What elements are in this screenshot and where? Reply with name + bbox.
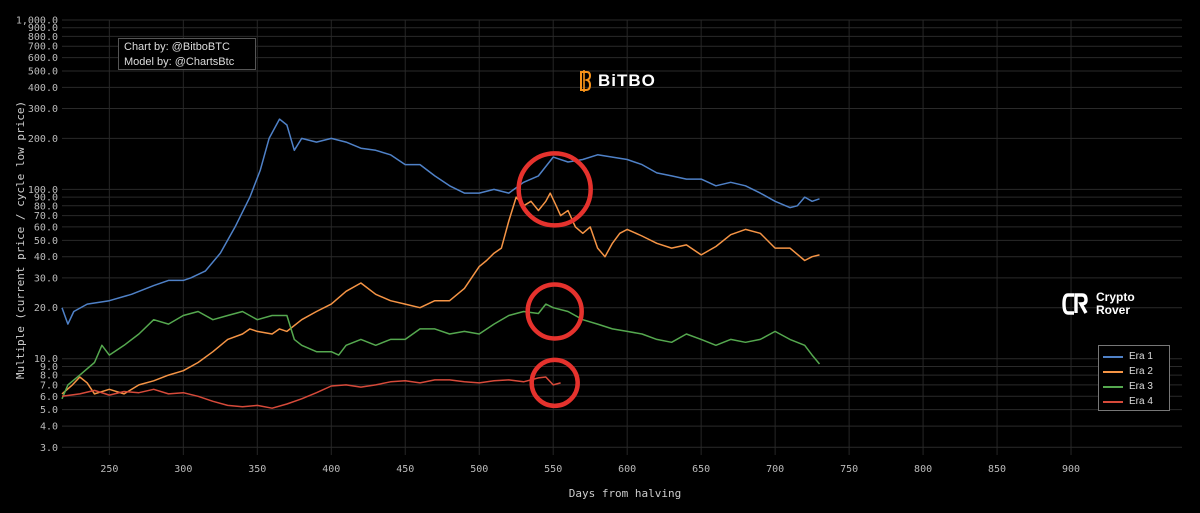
x-tick-label: 400: [322, 464, 340, 475]
legend-swatch: [1103, 385, 1123, 388]
series-line-era-1: [61, 118, 820, 325]
x-tick-label: 350: [248, 464, 266, 475]
y-tick-label: 3.0: [40, 443, 58, 454]
x-tick-label: 900: [1062, 464, 1080, 475]
x-tick-label: 700: [766, 464, 784, 475]
y-tick-label: 9.0: [40, 362, 58, 373]
bitbo-logo: BiTBO: [578, 70, 656, 92]
y-tick-label: 6.0: [40, 392, 58, 403]
y-tick-label: 50.0: [34, 236, 58, 247]
annotation-group: [516, 151, 593, 409]
series-line-era-3: [61, 303, 821, 400]
y-tick-label: 40.0: [34, 252, 58, 263]
y-tick-label: 400.0: [28, 83, 58, 94]
y-axis-label: Multiple (current price / cycle low pric…: [14, 101, 27, 379]
watermark-line-2: Rover: [1096, 303, 1131, 317]
legend-label: Era 1: [1129, 351, 1153, 362]
legend-item-era-2[interactable]: Era 2: [1103, 364, 1165, 379]
legend-item-era-3[interactable]: Era 3: [1103, 379, 1165, 394]
x-tick-label: 800: [914, 464, 932, 475]
chart-credits: Chart by: @BitboBTC Model by: @ChartsBtc: [118, 38, 256, 70]
credit-chart-by: Chart by: @BitboBTC: [124, 41, 230, 53]
legend-item-era-1[interactable]: Era 1: [1103, 349, 1165, 364]
y-tick-label: 30.0: [34, 273, 58, 284]
x-tick-label: 250: [100, 464, 118, 475]
x-tick-label: 450: [396, 464, 414, 475]
y-tick-label: 700.0: [28, 42, 58, 53]
series-line-era-2: [61, 192, 820, 395]
legend-label: Era 2: [1129, 366, 1153, 377]
legend-label: Era 4: [1129, 396, 1153, 407]
legend-swatch: [1103, 355, 1123, 358]
y-tick-label: 100.0: [28, 185, 58, 196]
y-tick-label: 7.0: [40, 380, 58, 391]
x-axis-ticks: 250 300 350 400 450 500 550 600 650 700 750 800 850 9…: [100, 464, 1080, 475]
watermark-line-1: Crypto: [1096, 290, 1135, 304]
legend-label: Era 3: [1129, 381, 1153, 392]
grid: [62, 19, 1182, 455]
series-line-era-4: [61, 376, 561, 409]
y-tick-label: 800.0: [28, 32, 58, 43]
credit-model-by: Model by: @ChartsBtc: [124, 56, 235, 68]
y-tick-label: 80.0: [34, 201, 58, 212]
legend-item-era-4[interactable]: Era 4: [1103, 394, 1165, 409]
bitbo-wordmark: BiTBO: [598, 71, 656, 90]
y-tick-label: 8.0: [40, 371, 58, 382]
y-tick-label: 200.0: [28, 134, 58, 145]
chart-legend: Era 1 Era 2 Era 3 Era 4: [1098, 345, 1170, 411]
highlight-circle: [525, 282, 584, 341]
legend-swatch: [1103, 370, 1123, 373]
x-tick-label: 500: [470, 464, 488, 475]
y-tick-label: 90.0: [34, 193, 58, 204]
y-axis-ticks: 3.0 4.0 5.0 6.07.08.09.010.0 20.0 30.0 40.0 50.…: [16, 16, 58, 454]
y-tick-label: 10.0: [34, 354, 58, 365]
highlight-circle: [529, 357, 580, 409]
x-axis-label: Days from halving: [569, 487, 682, 500]
y-tick-label: 5.0: [40, 405, 58, 416]
y-tick-label: 300.0: [28, 104, 58, 115]
x-tick-label: 650: [692, 464, 710, 475]
y-tick-label: 600.0: [28, 53, 58, 64]
x-tick-label: 850: [988, 464, 1006, 475]
series-group: [61, 118, 821, 409]
crypto-rover-cr-icon: [1062, 293, 1088, 315]
crypto-rover-watermark: Crypto Rover: [1062, 291, 1135, 317]
y-tick-label: 900.0: [28, 23, 58, 34]
y-tick-label: 60.0: [34, 222, 58, 233]
y-tick-label: 1,000.0: [16, 16, 58, 27]
x-tick-label: 750: [840, 464, 858, 475]
y-tick-label: 500.0: [28, 66, 58, 77]
bitbo-b-icon: [580, 70, 592, 92]
x-tick-label: 600: [618, 464, 636, 475]
x-tick-label: 550: [544, 464, 562, 475]
y-tick-label: 4.0: [40, 422, 58, 433]
highlight-circle: [516, 151, 593, 228]
legend-swatch: [1103, 400, 1123, 403]
y-tick-label: 70.0: [34, 211, 58, 222]
x-tick-label: 300: [174, 464, 192, 475]
y-tick-label: 20.0: [34, 303, 58, 314]
